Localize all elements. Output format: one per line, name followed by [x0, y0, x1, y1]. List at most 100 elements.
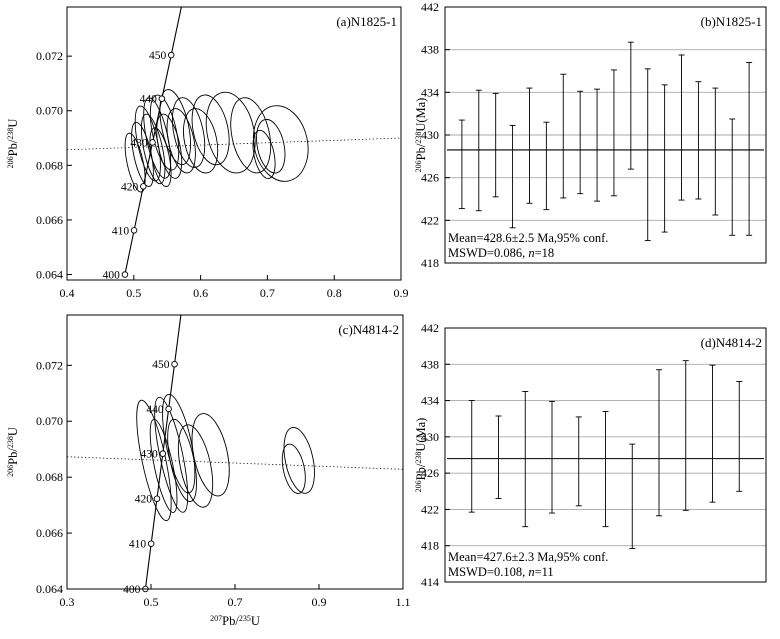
error-ellipses — [124, 89, 309, 193]
ylabel-base2: U(Ma) — [414, 98, 428, 132]
concordia-age-label: 420 — [135, 494, 153, 506]
concordia-age-label: 400 — [103, 270, 121, 282]
y-tick-label: 426 — [421, 466, 439, 480]
stats-mswd-prefix: MSWD=0.086, — [448, 246, 528, 260]
concordia-panel-0: 400 410 420 430 440 450 0.4 0.5 0.6 0.7 0.8 0.9 0.06… — [6, 6, 409, 300]
stats-mean-text: Mean=428.6±2.5 Ma,95% conf. — [448, 231, 608, 245]
plot-frame — [444, 327, 767, 583]
plot-frame — [66, 314, 404, 590]
x-tick-label: 0.9 — [394, 286, 409, 300]
y-tick-label: 438 — [421, 357, 439, 371]
error-ellipse — [252, 129, 276, 179]
error-ellipse — [149, 94, 180, 171]
y-tick-label: 430 — [421, 430, 439, 444]
panel-label: (d)N4814-2 — [701, 335, 762, 350]
xlabel-base2: U — [251, 614, 260, 628]
concordia-age-label: 440 — [140, 94, 158, 106]
error-ellipse — [167, 418, 197, 502]
concordia-age-label: 430 — [141, 449, 159, 461]
concordia-age-label: 450 — [152, 359, 170, 371]
error-ellipse — [191, 413, 230, 497]
concordia-age-marker — [130, 227, 138, 234]
concordia-age-marker — [140, 183, 147, 190]
error-ellipse — [191, 94, 230, 166]
y-axis-label: 206Pb/238U — [6, 119, 21, 169]
y-tick-label: 434 — [421, 394, 439, 408]
y-tick-label: 0.066 — [36, 526, 63, 540]
y-axis-label: 206Pb/238U(Ma) — [414, 418, 429, 493]
x-tick-label: 0.5 — [126, 286, 141, 300]
concordia-age-marker — [153, 495, 161, 502]
plot-frame — [66, 6, 402, 281]
y-tick-label: 0.068 — [36, 470, 63, 484]
error-ellipses — [136, 393, 315, 522]
panel-label: (c)N4814-2 — [338, 322, 399, 337]
concordia-age-marker — [159, 450, 167, 457]
concordia-age-marker — [165, 405, 172, 413]
error-ellipse — [159, 89, 191, 166]
ylabel-sup2: 238 — [6, 128, 15, 140]
concordia-age-label: 420 — [121, 181, 139, 193]
concordia-age-label: 430 — [130, 137, 148, 149]
ylabel-sup2: 238 — [414, 452, 423, 464]
ylabel-base: Pb/ — [6, 448, 20, 465]
xlabel-sup2: 235 — [239, 614, 251, 623]
x-tick-label: 0.7 — [260, 286, 275, 300]
error-ellipse — [183, 108, 219, 174]
x-tick-label: 1.1 — [396, 595, 411, 609]
ylabel-base: Pb/ — [414, 463, 428, 480]
y-tick-label: 430 — [421, 128, 439, 142]
error-ellipse — [156, 113, 183, 179]
error-ellipse — [149, 127, 172, 188]
y-tick-label: 442 — [421, 321, 439, 335]
y-axis-label: 206Pb/238U — [6, 427, 21, 477]
panel-label: (a)N1825-1 — [336, 14, 397, 29]
concordia-age-label: 410 — [129, 539, 147, 551]
stats-n-value: =11 — [535, 565, 554, 579]
y-tick-label: 0.068 — [36, 158, 63, 172]
stats-mean-text: Mean=427.6±2.3 Ma,95% conf. — [448, 550, 608, 564]
stats-n-label: n — [528, 246, 534, 260]
y-tick-label: 0.070 — [36, 104, 63, 118]
y-tick-label: 0.066 — [36, 213, 63, 227]
y-axis-label: 206Pb/238U(Ma) — [414, 98, 429, 173]
ylabel-sup: 206 — [6, 465, 15, 477]
y-tick-label: 426 — [421, 171, 439, 185]
ylabel-base: Pb/ — [414, 143, 428, 160]
error-ellipse — [154, 396, 189, 513]
error-ellipse — [256, 118, 286, 174]
y-tick-label: 0.064 — [36, 582, 63, 596]
concordia-panel-2: 400 410 420 430 440 450 0.3 0.5 0.7 0.9 1.1 0.064 0.… — [6, 314, 411, 629]
y-tick-label: 414 — [421, 575, 439, 589]
regression-line — [66, 456, 404, 470]
xlabel-sup: 207 — [210, 614, 222, 623]
concordia-age-marker — [149, 139, 156, 146]
ylabel-sup: 206 — [6, 156, 15, 168]
concordia-age-marker — [147, 540, 155, 547]
stats-mswd-text: MSWD=0.108, n=11 — [448, 565, 554, 579]
concordia-age-label: 440 — [146, 404, 164, 416]
x-tick-label: 0.3 — [60, 595, 75, 609]
y-tick-label: 442 — [421, 0, 439, 14]
x-axis-label: 207Pb/235U — [210, 614, 260, 629]
concordia-age-marker — [167, 51, 175, 59]
x-tick-label: 0.9 — [312, 595, 327, 609]
y-tick-label: 418 — [421, 256, 439, 270]
y-tick-label: 418 — [421, 539, 439, 553]
error-ellipse — [230, 97, 272, 174]
x-tick-label: 0.5 — [144, 595, 159, 609]
concordia-age-marker — [171, 360, 178, 368]
concordia-age-label: 400 — [123, 584, 141, 596]
error-ellipse — [177, 424, 214, 508]
age-panel-1: 418 422 426 430 434 438 442 (b)N1825-1 Mean=428.… — [414, 0, 767, 270]
stats-n-value: =18 — [535, 246, 555, 260]
y-tick-label: 0.064 — [36, 268, 63, 282]
error-ellipse — [140, 113, 166, 185]
y-tick-label: 0.072 — [36, 49, 63, 63]
age-panel-3: 414 418 422 426 430 434 438 442 (d)N4814-2 Mean=4… — [414, 321, 767, 589]
stats-n-label: n — [528, 565, 534, 579]
concordia-age-label: 450 — [149, 50, 167, 62]
y-tick-label: 0.072 — [36, 358, 63, 372]
concordia-age-marker — [121, 271, 129, 278]
